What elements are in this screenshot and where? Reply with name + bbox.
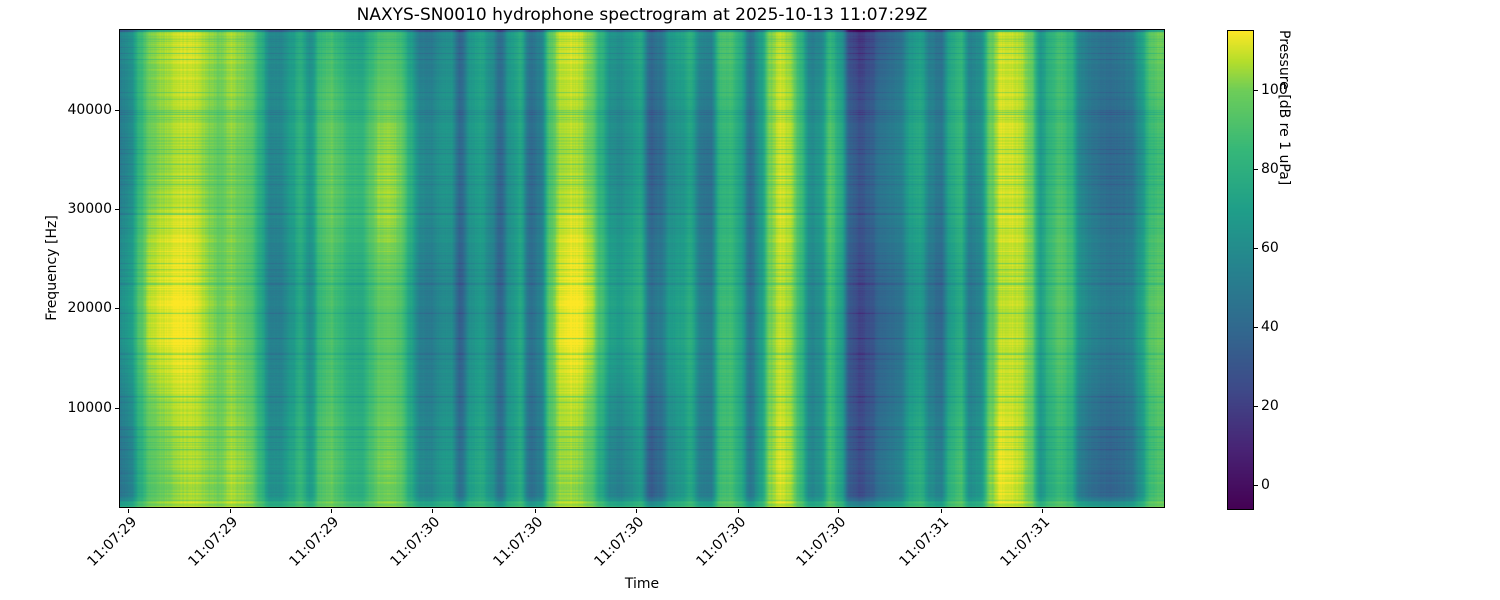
y-tick-mark [115, 308, 119, 310]
y-axis-label: Frequency [Hz] [44, 215, 60, 321]
spectrogram-heatmap [120, 30, 1164, 507]
y-tick-label: 30000 [67, 200, 112, 217]
colorbar-label: Pressure [dB re 1 uPa] [1276, 30, 1292, 186]
colorbar-tick-mark [1254, 406, 1258, 408]
colorbar-tick-label: 0 [1261, 477, 1270, 494]
x-tick-mark [1041, 509, 1043, 513]
x-tick-mark [432, 509, 434, 513]
x-tick-mark [128, 509, 130, 513]
colorbar-tick-label: 40 [1261, 319, 1279, 336]
x-axis-label: Time [624, 576, 660, 592]
y-tick-mark [115, 109, 119, 111]
colorbar-tick-label: 80 [1261, 161, 1279, 178]
x-tick-mark [330, 509, 332, 513]
plot-area [119, 29, 1165, 508]
colorbar-tick-mark [1254, 485, 1258, 487]
x-tick-mark [534, 509, 536, 513]
y-tick-label: 20000 [67, 300, 112, 317]
x-tick-mark [738, 509, 739, 513]
y-tick-mark [115, 407, 119, 409]
colorbar-tick-mark [1254, 327, 1258, 329]
colorbar-tick-mark [1254, 90, 1258, 92]
chart-title: NAXYS-SN0010 hydrophone spectrogram at 2… [356, 5, 928, 25]
colorbar [1227, 30, 1254, 510]
x-tick-mark [838, 509, 840, 513]
colorbar-tick-mark [1254, 248, 1258, 250]
y-tick-mark [115, 208, 119, 210]
y-tick-label: 40000 [67, 101, 112, 118]
x-tick-mark [635, 509, 637, 513]
x-tick-mark [940, 509, 942, 513]
x-tick-mark [229, 509, 231, 513]
colorbar-tick-label: 60 [1261, 240, 1279, 257]
colorbar-tick-mark [1254, 169, 1258, 171]
y-tick-label: 10000 [67, 399, 112, 416]
colorbar-gradient [1228, 31, 1253, 509]
colorbar-tick-label: 100 [1261, 82, 1288, 99]
colorbar-tick-label: 20 [1261, 398, 1279, 415]
